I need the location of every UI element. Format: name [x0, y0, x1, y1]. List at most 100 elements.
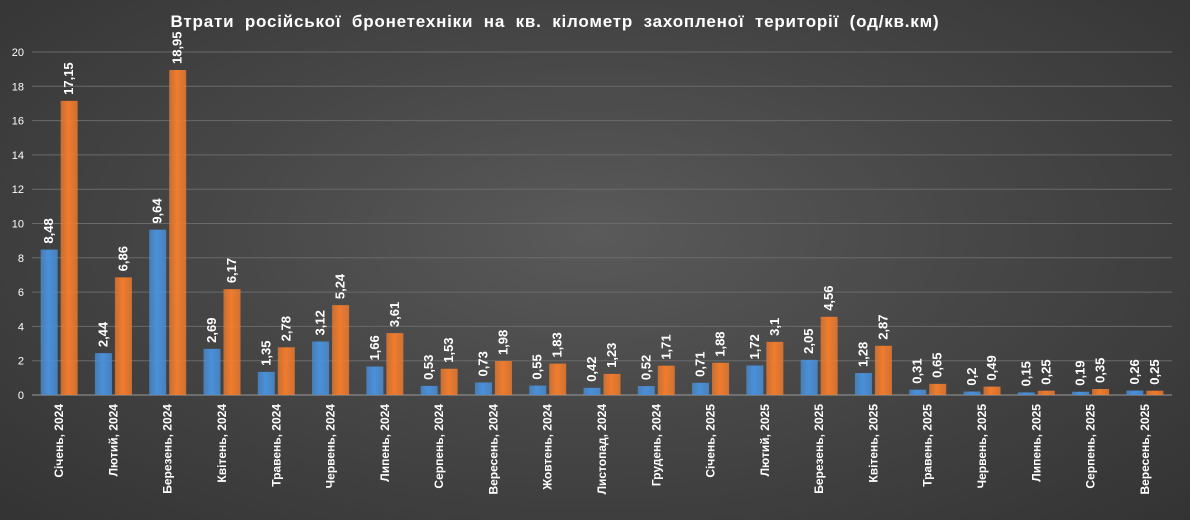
data-label: 1,98	[495, 330, 510, 355]
bar-series-2	[114, 277, 132, 395]
bar-series-1	[312, 341, 330, 395]
bar-series-2	[983, 386, 1001, 395]
bar-series-1	[746, 365, 764, 395]
bar-series-2	[549, 363, 567, 395]
data-label: 9,64	[150, 198, 165, 224]
data-label: 3,1	[767, 318, 782, 336]
x-tick-label: Квітень, 2025	[866, 404, 880, 483]
bar-series-2	[929, 383, 947, 395]
bar-series-1	[583, 387, 601, 395]
bar-series-1	[1017, 392, 1035, 395]
bar-series-1	[963, 391, 981, 395]
bar-series-1	[529, 385, 547, 395]
bar-series-1	[94, 353, 112, 395]
bar-series-1	[40, 249, 58, 395]
chart-title: Втрати російської бронетехніки на кв. кі…	[170, 12, 940, 31]
data-label: 1,71	[658, 334, 673, 359]
data-label: 0,49	[984, 355, 999, 380]
bar-series-2	[1092, 388, 1110, 395]
bar-series-1	[1072, 391, 1090, 395]
data-label: 6,86	[115, 246, 130, 271]
data-label: 8,48	[41, 218, 56, 243]
x-tick-label: Травень, 2025	[921, 404, 935, 487]
x-tick-label: Серпень, 2024	[432, 404, 446, 489]
bar-series-1	[149, 229, 167, 395]
bar-series-2	[874, 345, 892, 395]
bar-series-2	[657, 365, 675, 395]
data-label: 17,15	[61, 62, 76, 95]
bar-series-2	[766, 341, 784, 395]
bar-series-2	[223, 289, 241, 395]
bar-series-1	[1126, 390, 1144, 395]
data-label: 6,17	[224, 258, 239, 283]
x-tick-label: Січень, 2025	[704, 404, 718, 478]
data-label: 1,72	[747, 334, 762, 359]
y-tick-label: 14	[12, 150, 24, 162]
x-tick-label: Березень, 2025	[812, 404, 826, 494]
data-label: 1,83	[550, 332, 565, 357]
data-label: 0,65	[930, 353, 945, 378]
data-label: 1,88	[713, 331, 728, 356]
x-tick-label: Травень, 2024	[269, 404, 283, 487]
x-tick-label: Березень, 2024	[161, 404, 175, 494]
data-label: 2,69	[204, 318, 219, 343]
data-label: 1,66	[367, 335, 382, 360]
x-tick-label: Жовтень, 2024	[541, 404, 555, 491]
bar-series-1	[909, 389, 927, 395]
y-tick-label: 12	[12, 184, 24, 196]
y-tick-label: 6	[18, 287, 24, 299]
x-tick-label: Липень, 2025	[1029, 404, 1043, 482]
y-tick-label: 4	[18, 321, 24, 333]
bar-series-2	[1146, 390, 1164, 395]
data-label: 1,35	[258, 341, 273, 366]
x-tick-label: Листопад, 2024	[595, 404, 609, 495]
data-label: 2,05	[801, 329, 816, 354]
data-label: 3,61	[387, 302, 402, 327]
data-label: 0,25	[1147, 359, 1162, 384]
y-tick-label: 18	[12, 81, 24, 93]
data-label: 0,52	[638, 355, 653, 380]
y-tick-label: 8	[18, 253, 24, 265]
data-label: 2,78	[278, 316, 293, 341]
bar-series-1	[420, 385, 438, 395]
bar-series-2	[712, 362, 730, 395]
x-tick-label: Червень, 2024	[324, 404, 338, 489]
data-label: 0,35	[1093, 358, 1108, 383]
bar-series-1	[474, 382, 492, 395]
bar-series-2	[440, 368, 458, 395]
bar-series-1	[692, 382, 710, 395]
data-label: 0,19	[1073, 360, 1088, 385]
bar-series-1	[800, 359, 818, 395]
data-label: 1,23	[604, 343, 619, 368]
data-label: 2,44	[95, 321, 110, 347]
x-tick-label: Січень, 2024	[52, 404, 66, 478]
data-label: 3,12	[313, 310, 328, 335]
data-label: 0,71	[693, 352, 708, 377]
data-label: 0,73	[475, 351, 490, 376]
bar-series-1	[854, 373, 872, 395]
bar-series-2	[332, 305, 350, 395]
y-tick-label: 2	[18, 356, 24, 368]
data-label: 0,42	[584, 356, 599, 381]
x-tick-label: Квітень, 2024	[215, 404, 229, 483]
x-tick-label: Липень, 2024	[378, 404, 392, 482]
bar-series-1	[366, 366, 384, 395]
x-tick-label: Лютий, 2025	[758, 404, 772, 477]
x-tick-label: Червень, 2025	[975, 404, 989, 489]
data-label: 1,28	[855, 342, 870, 367]
data-label: 0,15	[1018, 361, 1033, 386]
bar-series-2	[386, 333, 404, 395]
x-tick-label: Серпень, 2025	[1084, 404, 1098, 489]
bar-series-2	[1037, 390, 1055, 395]
bar-series-2	[603, 373, 621, 395]
data-label: 4,56	[821, 285, 836, 310]
data-label: 0,53	[421, 355, 436, 380]
x-tick-label: Вересень, 2025	[1138, 404, 1152, 495]
bar-series-2	[169, 70, 187, 395]
data-label: 0,26	[1127, 359, 1142, 384]
bar-series-2	[820, 316, 838, 395]
y-tick-label: 10	[12, 219, 24, 231]
data-label: 2,87	[875, 314, 890, 339]
